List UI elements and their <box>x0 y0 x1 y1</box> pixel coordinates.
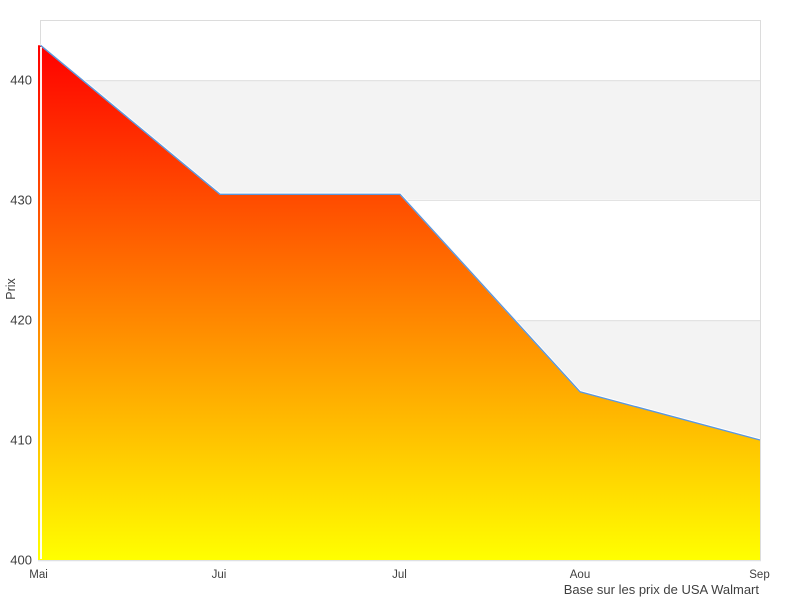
svg-text:Sep: Sep <box>749 569 769 581</box>
svg-text:Jul: Jul <box>392 569 407 581</box>
svg-text:Jui: Jui <box>212 569 227 581</box>
svg-text:440: 440 <box>10 73 32 88</box>
svg-text:400: 400 <box>10 553 32 568</box>
svg-text:Base sur les prix de USA Walma: Base sur les prix de USA Walmart <box>564 582 760 597</box>
svg-text:430: 430 <box>10 193 32 208</box>
svg-text:420: 420 <box>10 313 32 328</box>
svg-text:Aou: Aou <box>570 569 590 581</box>
svg-text:Mai: Mai <box>29 569 48 581</box>
svg-text:Prix: Prix <box>4 277 18 299</box>
svg-text:410: 410 <box>10 433 32 448</box>
